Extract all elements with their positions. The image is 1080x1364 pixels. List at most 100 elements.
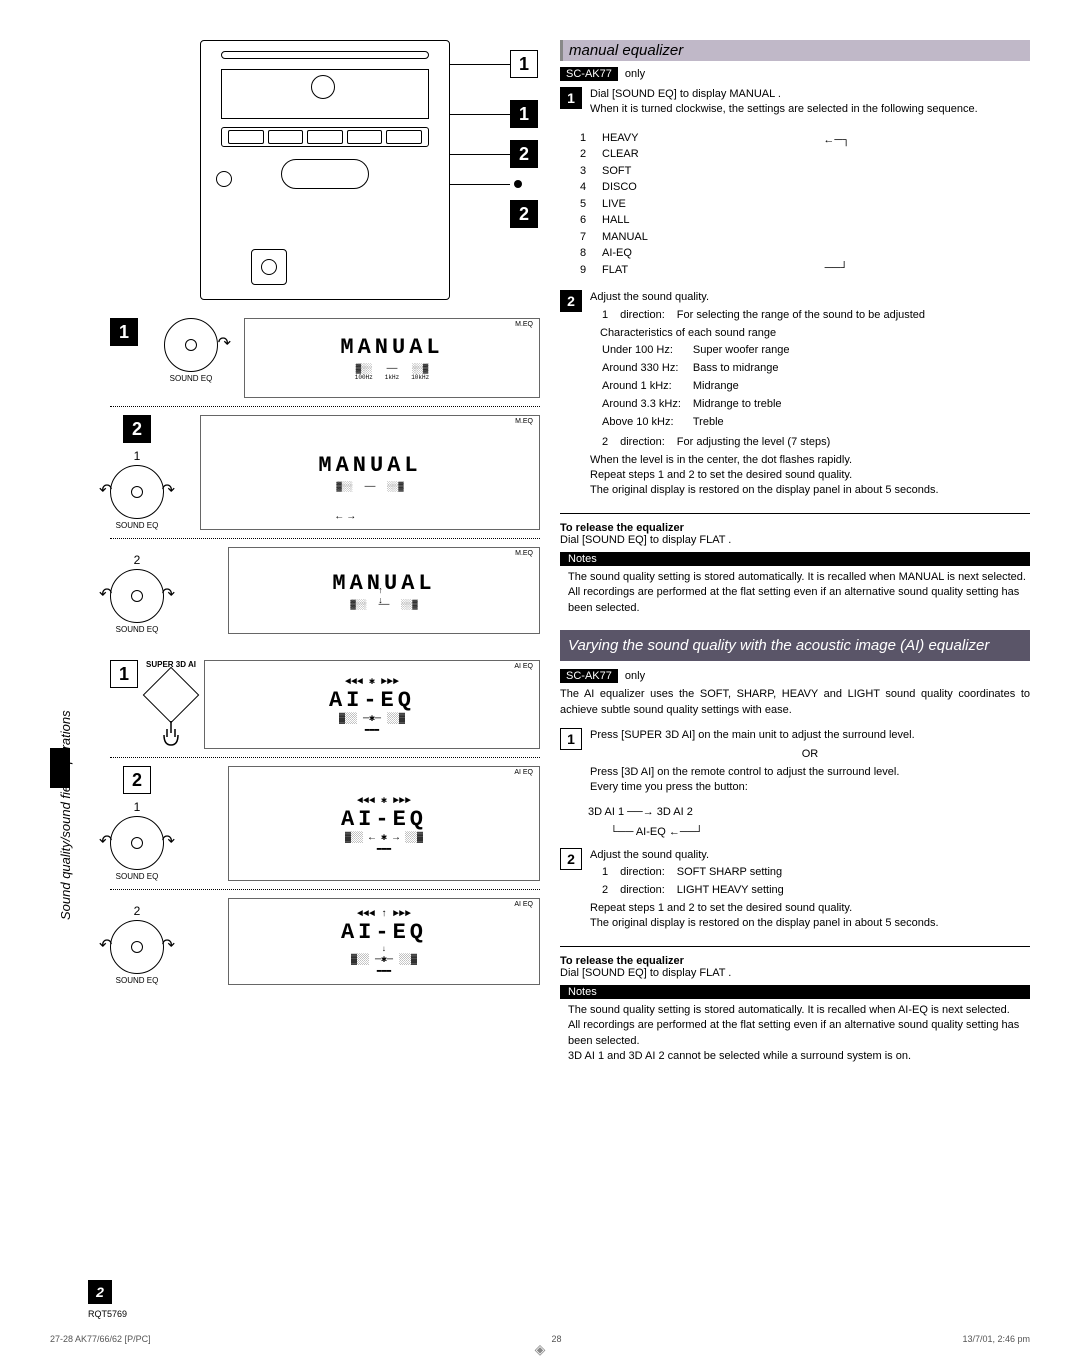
aieq-label: AI EQ bbox=[514, 901, 533, 908]
or-label: OR bbox=[590, 747, 1030, 762]
ai-step-num-2: 2 bbox=[123, 766, 151, 794]
notes-label: Notes bbox=[560, 985, 1030, 999]
sound-eq-label: SOUND EQ bbox=[116, 521, 159, 530]
ai-release-header: To release the equalizer bbox=[560, 955, 1030, 967]
range-table: Under 100 Hz:Super woofer range Around 33… bbox=[600, 341, 802, 433]
step-num-2: 2 bbox=[123, 415, 151, 443]
flow-row-2: └── AI-EQ ←──┘ bbox=[610, 826, 1030, 838]
eq-mode-item: 9FLAT bbox=[580, 262, 1030, 279]
side-section-label: Sound quality/sound field operations bbox=[58, 710, 73, 920]
eq-mode-list: ←─┐ ──┘ 1HEAVY2CLEAR3SOFT4DISCO5LIVE6HAL… bbox=[580, 130, 1030, 279]
stereo-diagram bbox=[200, 40, 450, 300]
sound-eq-label: SOUND EQ bbox=[116, 872, 159, 881]
aieq-label: AI EQ bbox=[514, 769, 533, 776]
manual-step2-title: Adjust the sound quality. bbox=[590, 290, 1030, 305]
eq-mode-item: 5LIVE bbox=[580, 196, 1030, 213]
step-num-1: 1 bbox=[110, 318, 138, 346]
footer-right: 13/7/01, 2:46 pm bbox=[962, 1334, 1030, 1344]
ai-step1-c: Every time you press the button: bbox=[590, 780, 1030, 795]
direction-table: 1 direction: For selecting the range of … bbox=[600, 306, 937, 326]
eq-mode-item: 3SOFT bbox=[580, 163, 1030, 180]
display-panel: M.EQ MANUAL ▓░░ ── ░░▓ ← → bbox=[200, 415, 540, 530]
hand-press-icon bbox=[156, 719, 186, 749]
meq-label: M.EQ bbox=[515, 418, 533, 425]
manual-note-2: All recordings are performed at the flat… bbox=[568, 585, 1030, 616]
substep-1: 1 bbox=[134, 449, 141, 463]
ai-step1-diagram: 1 SUPER 3D AI AI EQ ◄◄◄ ✱ ►►► AI-EQ ▓░░ … bbox=[110, 652, 540, 758]
range-row: Around 3.3 kHz:Midrange to treble bbox=[602, 397, 800, 413]
lcd-text: AI-EQ bbox=[341, 807, 427, 832]
crop-mark-icon: ◈ bbox=[535, 1341, 546, 1358]
sound-eq-label: SOUND EQ bbox=[116, 625, 159, 634]
only-label: only bbox=[625, 68, 645, 80]
char-header: Characteristics of each sound range bbox=[600, 326, 1030, 341]
ai-step2-note2: The original display is restored on the … bbox=[590, 916, 1030, 931]
sound-eq-label: SOUND EQ bbox=[116, 976, 159, 985]
aieq-label: AI EQ bbox=[514, 663, 533, 670]
page-number: 2 bbox=[88, 1280, 112, 1304]
ai-step-icon-2: 2 bbox=[560, 848, 582, 870]
knob-icon: ↶ ↷ bbox=[110, 569, 164, 623]
right-column: manual equalizer SC-AK77 only 1 Dial [SO… bbox=[560, 40, 1030, 1344]
footer-mid: 28 bbox=[552, 1334, 562, 1344]
ai-note-1: The sound quality setting is stored auto… bbox=[568, 1003, 1030, 1018]
ai-step1-b: Press [3D AI] on the remote control to a… bbox=[590, 765, 1030, 780]
manual-step2-diagram: 2 1 ↶ ↷ SOUND EQ M.EQ MANUAL ▓░░ ── bbox=[110, 407, 540, 642]
step2-note2: Repeat steps 1 and 2 to set the desired … bbox=[590, 468, 1030, 483]
range-row: Around 1 kHz:Midrange bbox=[602, 379, 800, 395]
knob-icon: ↶ ↷ bbox=[110, 816, 164, 870]
step2-note3: The original display is restored on the … bbox=[590, 483, 1030, 498]
eq-mode-item: 1HEAVY bbox=[580, 130, 1030, 147]
side-tab bbox=[50, 748, 70, 788]
ai-release-text: Dial [SOUND EQ] to display FLAT . bbox=[560, 967, 1030, 979]
display-panel: M.EQ MANUAL ↑↓ ▓░░ ── ░░▓ bbox=[228, 547, 540, 634]
eq-mode-item: 8AI-EQ bbox=[580, 245, 1030, 262]
manual-step1-diagram: 1 ↷ SOUND EQ M.EQ MANUAL ▓░░100Hz ──1kHz… bbox=[110, 310, 540, 407]
callout-1: 1 bbox=[510, 50, 538, 78]
eq-mode-item: 4DISCO bbox=[580, 179, 1030, 196]
footer-left: 27-28 AK77/66/62 [P/PC] bbox=[50, 1334, 151, 1344]
lcd-text: MANUAL bbox=[332, 571, 435, 596]
notes-label: Notes bbox=[560, 552, 1030, 566]
sound-eq-knob-icon: ↷ bbox=[164, 318, 218, 372]
section-title-manual: manual equalizer bbox=[560, 40, 1030, 61]
ai-step2-diagram: 2 1 ↶ ↷ SOUND EQ AI EQ ◄◄◄ ✱ ►►► AI-EQ ▓… bbox=[110, 758, 540, 993]
callout-b2b: 2 bbox=[510, 200, 538, 228]
step-icon-1: 1 bbox=[560, 87, 582, 109]
range-row: Around 330 Hz:Bass to midrange bbox=[602, 361, 800, 377]
substep-1: 1 bbox=[134, 800, 141, 814]
manual-note-1: The sound quality setting is stored auto… bbox=[568, 570, 1030, 585]
ai-note-2: All recordings are performed at the flat… bbox=[568, 1018, 1030, 1049]
lcd-text: AI-EQ bbox=[341, 920, 427, 945]
display-panel: M.EQ MANUAL ▓░░100Hz ──1kHz ░░▓10kHz bbox=[244, 318, 540, 398]
ai-step-icon-1: 1 bbox=[560, 728, 582, 750]
lcd-text: MANUAL bbox=[318, 453, 421, 478]
super3d-button-icon bbox=[143, 667, 200, 724]
range-row: Under 100 Hz:Super woofer range bbox=[602, 343, 800, 359]
meq-label: M.EQ bbox=[515, 321, 533, 328]
release-header: To release the equalizer bbox=[560, 522, 1030, 534]
callout-b2a: 2 bbox=[510, 140, 538, 168]
rqt-code: RQT5769 bbox=[88, 1309, 127, 1319]
model-tag: SC-AK77 bbox=[560, 669, 618, 683]
substep-2: 2 bbox=[134, 904, 141, 918]
display-panel: AI EQ ◄◄◄ ✱ ►►► AI-EQ ▓░░ ← ✱ → ░░▓ ▬▬▬ bbox=[228, 766, 540, 881]
knob-icon: ↶ ↷ bbox=[110, 920, 164, 974]
range-row: Above 10 kHz:Treble bbox=[602, 415, 800, 431]
ai-step1-a: Press [SUPER 3D AI] on the main unit to … bbox=[590, 728, 1030, 743]
callout-b1: 1 bbox=[510, 100, 538, 128]
ai-step-num-1: 1 bbox=[110, 660, 138, 688]
section-title-ai: Varying the sound quality with the acous… bbox=[560, 630, 1030, 662]
flow-row-1: 3D AI 1 ──→ 3D AI 2 bbox=[588, 806, 1030, 818]
release-text: Dial [SOUND EQ] to display FLAT . bbox=[560, 534, 1030, 546]
eq-mode-item: 6HALL bbox=[580, 212, 1030, 229]
step-icon-2: 2 bbox=[560, 290, 582, 312]
ai-step2-note1: Repeat steps 1 and 2 to set the desired … bbox=[590, 901, 1030, 916]
ai-note-3: 3D AI 1 and 3D AI 2 cannot be selected w… bbox=[568, 1049, 1030, 1064]
display-panel: AI EQ ◄◄◄ ✱ ►►► AI-EQ ▓░░ ─✱─ ░░▓ ▬▬▬ bbox=[204, 660, 540, 749]
ai-intro: The AI equalizer uses the SOFT, SHARP, H… bbox=[560, 687, 1030, 718]
meq-label: M.EQ bbox=[515, 550, 533, 557]
display-panel: AI EQ ◄◄◄ ↑ ►►► AI-EQ ↓ ▓░░ ─✱─ ░░▓ ▬▬▬ bbox=[228, 898, 540, 985]
manual-step1-text2: When it is turned clockwise, the setting… bbox=[590, 102, 1030, 117]
step2-note1: When the level is in the center, the dot… bbox=[590, 453, 1030, 468]
